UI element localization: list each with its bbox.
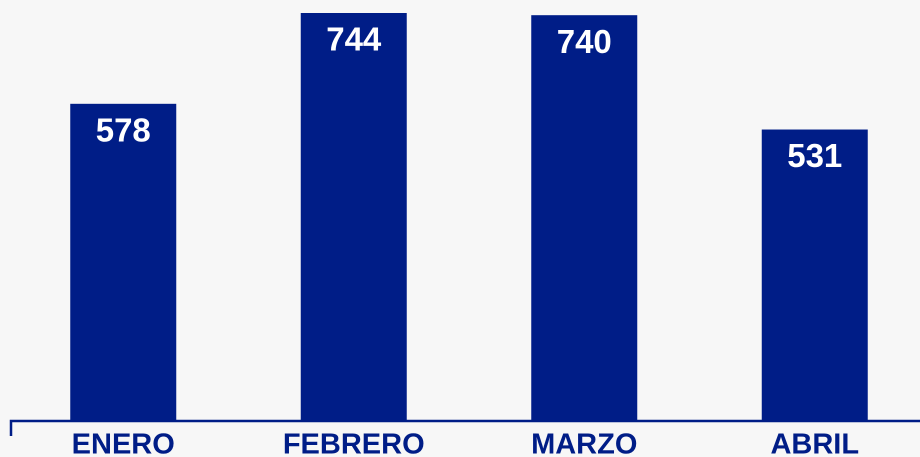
x-tick-label: FEBRERO	[283, 429, 425, 457]
bar	[761, 129, 868, 421]
x-tick-label: ABRIL	[770, 429, 859, 457]
bar	[70, 103, 177, 420]
value-label: 740	[557, 23, 612, 60]
bar	[300, 13, 407, 420]
value-label: 531	[787, 137, 842, 174]
x-tick-label: MARZO	[531, 429, 637, 457]
baseline	[9, 419, 920, 436]
bar	[531, 15, 638, 421]
value-label: 578	[96, 112, 151, 149]
value-label: 744	[326, 21, 382, 58]
x-tick-label: ENERO	[72, 429, 175, 457]
